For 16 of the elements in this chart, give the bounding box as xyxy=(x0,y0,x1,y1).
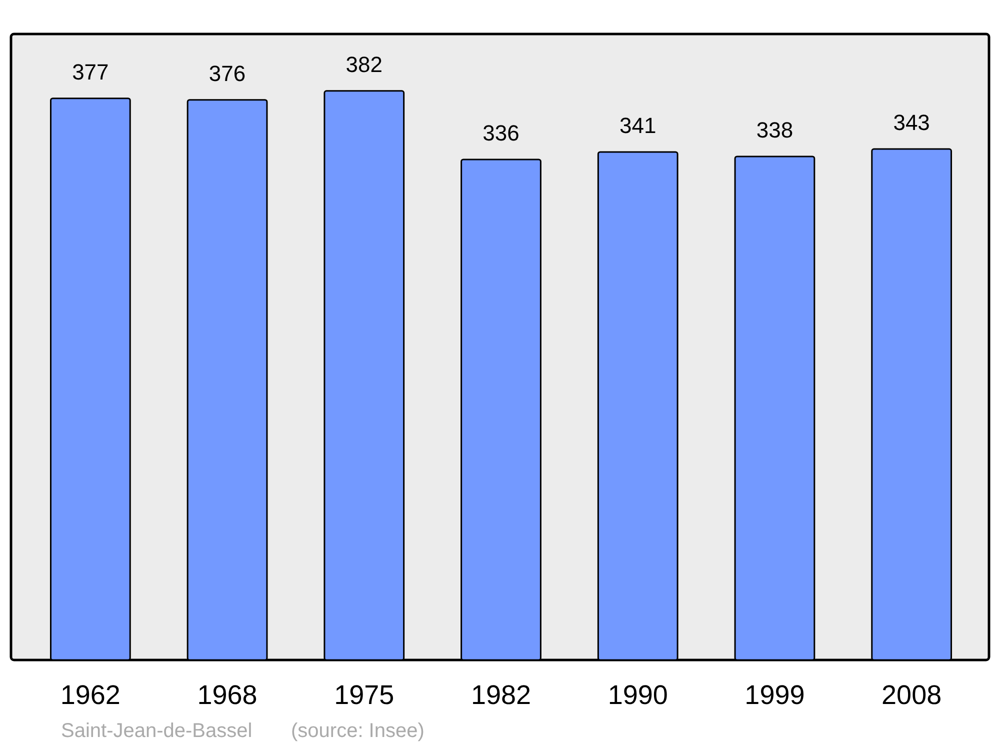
x-tick-label: 1968 xyxy=(197,680,258,710)
data-label: 377 xyxy=(72,59,109,84)
data-label: 376 xyxy=(208,60,246,86)
data-label: 343 xyxy=(893,110,930,136)
x-tick-label: 2008 xyxy=(882,680,942,710)
data-label: 336 xyxy=(482,120,520,146)
text: Saint-Jean-de-Bassel xyxy=(61,720,252,742)
text: (source: Insee) xyxy=(291,720,424,742)
data-label: 382 xyxy=(346,52,382,77)
data-label: 338 xyxy=(756,117,794,142)
x-tick-label: 1990 xyxy=(608,680,668,710)
x-tick-label: 1962 xyxy=(60,680,120,710)
x-tick-label: 1982 xyxy=(470,680,532,710)
data-label: 341 xyxy=(620,112,656,138)
x-tick-label: 1975 xyxy=(334,680,394,710)
x-tick-label: 1999 xyxy=(744,680,805,710)
